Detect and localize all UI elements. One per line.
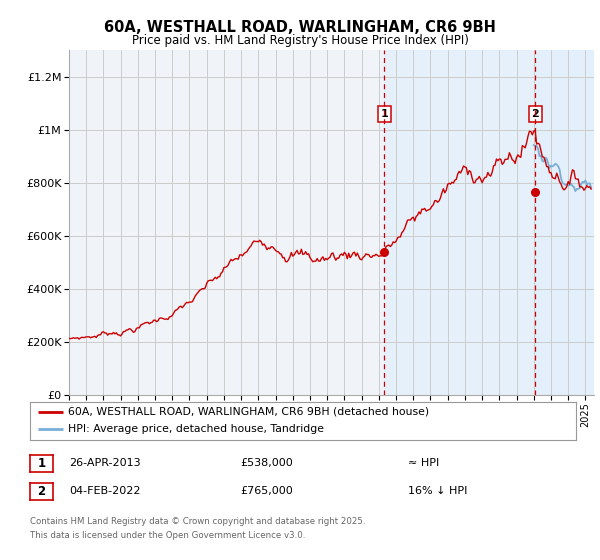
Text: 04-FEB-2022: 04-FEB-2022: [69, 486, 140, 496]
Text: Contains HM Land Registry data © Crown copyright and database right 2025.: Contains HM Land Registry data © Crown c…: [30, 517, 365, 526]
Text: 16% ↓ HPI: 16% ↓ HPI: [408, 486, 467, 496]
Text: ≈ HPI: ≈ HPI: [408, 458, 439, 468]
Text: 2: 2: [37, 484, 46, 498]
Text: Price paid vs. HM Land Registry's House Price Index (HPI): Price paid vs. HM Land Registry's House …: [131, 34, 469, 46]
Text: 26-APR-2013: 26-APR-2013: [69, 458, 140, 468]
Text: 2: 2: [532, 109, 539, 119]
Text: £538,000: £538,000: [240, 458, 293, 468]
Text: 1: 1: [37, 456, 46, 470]
Text: HPI: Average price, detached house, Tandridge: HPI: Average price, detached house, Tand…: [68, 424, 324, 435]
Bar: [385, 50, 535, 395]
Text: 60A, WESTHALL ROAD, WARLINGHAM, CR6 9BH (detached house): 60A, WESTHALL ROAD, WARLINGHAM, CR6 9BH …: [68, 407, 430, 417]
Bar: [535, 50, 594, 395]
Text: This data is licensed under the Open Government Licence v3.0.: This data is licensed under the Open Gov…: [30, 531, 305, 540]
Text: 1: 1: [380, 109, 388, 119]
Text: 60A, WESTHALL ROAD, WARLINGHAM, CR6 9BH: 60A, WESTHALL ROAD, WARLINGHAM, CR6 9BH: [104, 20, 496, 35]
Text: £765,000: £765,000: [240, 486, 293, 496]
